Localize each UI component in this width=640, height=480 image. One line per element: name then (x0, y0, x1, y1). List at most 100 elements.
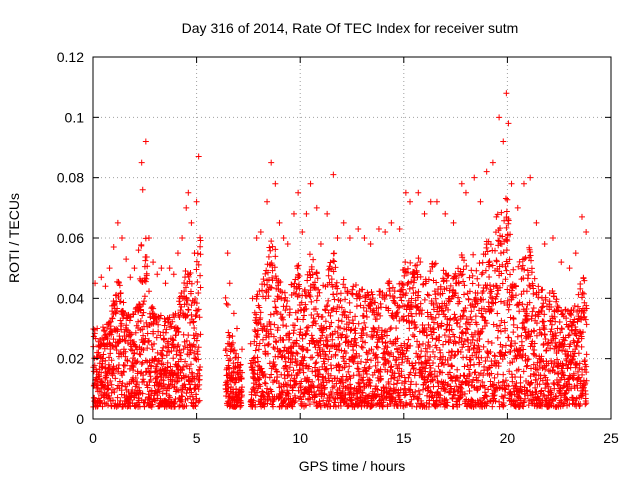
sample-point (583, 305, 590, 312)
data-point (142, 138, 149, 145)
sample-point (483, 285, 490, 292)
data-point (483, 168, 490, 175)
sample-point (577, 400, 584, 407)
sample-point (322, 352, 329, 359)
sample-point (308, 263, 315, 270)
sample-point (170, 344, 177, 351)
sample-point (270, 363, 277, 370)
sample-point (494, 211, 501, 218)
sample-point (562, 390, 569, 397)
sample-point (139, 359, 146, 366)
sample-point (553, 394, 560, 401)
sample-point (367, 383, 374, 390)
sample-point (424, 291, 431, 298)
sample-point (339, 331, 346, 338)
sample-point (583, 377, 590, 384)
sample-point (389, 284, 396, 291)
sample-point (396, 392, 403, 399)
sample-point (445, 306, 452, 313)
sample-point (118, 382, 125, 389)
sample-point (105, 385, 112, 392)
sample-point (304, 277, 311, 284)
sample-point (364, 350, 371, 357)
sample-point (443, 402, 450, 409)
sample-point (95, 349, 102, 356)
sample-point (329, 331, 336, 338)
sample-point (162, 318, 169, 325)
sample-point (223, 300, 230, 307)
sample-point (252, 359, 259, 366)
sample-point (253, 342, 260, 349)
sample-point (353, 303, 360, 310)
sample-point (346, 299, 353, 306)
sample-point (280, 322, 287, 329)
sample-point (522, 254, 529, 261)
sample-point (271, 264, 278, 271)
sample-point (272, 273, 279, 280)
data-point (367, 241, 374, 248)
sample-point (333, 291, 340, 298)
sample-point (479, 259, 486, 266)
sample-point (427, 268, 434, 275)
sample-point (155, 328, 162, 335)
sample-point (412, 297, 419, 304)
sample-point (393, 325, 400, 332)
sample-point (543, 347, 550, 354)
sample-point (101, 383, 108, 390)
sample-point (312, 305, 319, 312)
y-tick-labels: 0 0.02 0.04 0.06 0.08 0.1 0.12 (57, 49, 84, 427)
data-point (541, 241, 548, 248)
data-point (442, 210, 449, 217)
sample-point (482, 357, 489, 364)
sample-point (151, 340, 158, 347)
sample-point (538, 387, 545, 394)
sample-point (548, 360, 555, 367)
sample-point (348, 338, 355, 345)
sample-point (419, 321, 426, 328)
data-point (503, 90, 510, 97)
sample-point (477, 329, 484, 336)
sample-point (515, 366, 522, 373)
sample-point (175, 329, 182, 336)
sample-point (226, 365, 233, 372)
sample-point (535, 283, 542, 290)
sample-point (308, 311, 315, 318)
sample-point (346, 319, 353, 326)
sample-point (419, 340, 426, 347)
sample-point (109, 315, 116, 322)
sample-point (575, 374, 582, 381)
sample-point (565, 332, 572, 339)
sample-point (520, 368, 527, 375)
sample-point (542, 366, 549, 373)
sample-point (196, 367, 203, 374)
sample-point (405, 336, 412, 343)
sample-point (321, 348, 328, 355)
sample-point (291, 399, 298, 406)
sample-point (382, 340, 389, 347)
sample-point (425, 357, 432, 364)
sample-point (398, 344, 405, 351)
sample-point (256, 340, 263, 347)
sample-point (384, 368, 391, 375)
sample-point (416, 342, 423, 349)
sample-point (494, 334, 501, 341)
data-point (264, 198, 271, 205)
data-point (303, 210, 310, 217)
sample-point (580, 384, 587, 391)
sample-point (291, 280, 298, 287)
sample-point (487, 378, 494, 385)
sample-point (486, 303, 493, 310)
sample-point (445, 349, 452, 356)
sample-point (330, 305, 337, 312)
sample-point (178, 398, 185, 405)
sample-point (183, 390, 190, 397)
sample-point (321, 390, 328, 397)
sample-point (493, 293, 500, 300)
sample-point (488, 288, 495, 295)
sample-point (176, 347, 183, 354)
sample-point (272, 253, 279, 260)
sample-point (460, 341, 467, 348)
sample-point (377, 312, 384, 319)
sample-point (467, 356, 474, 363)
sample-point (453, 275, 460, 282)
